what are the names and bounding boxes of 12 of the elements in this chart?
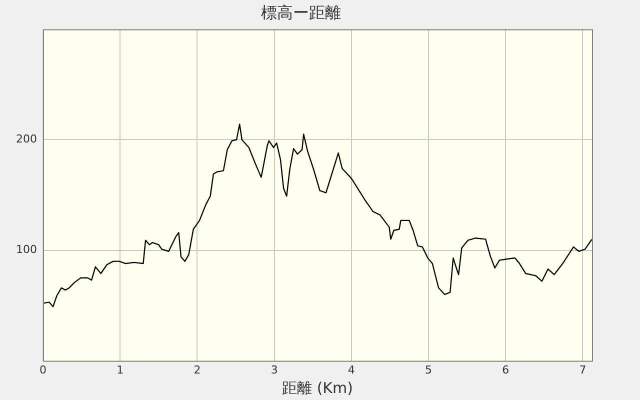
x-tick-label: 7 <box>579 363 586 376</box>
x-tick-label: 1 <box>116 363 124 376</box>
x-tick-label: 0 <box>39 363 46 376</box>
y-tick-label: 200 <box>16 132 37 146</box>
x-tick-label: 4 <box>348 363 355 376</box>
x-tick-label: 5 <box>425 363 432 376</box>
x-tick-label: 3 <box>270 363 278 376</box>
chart-title: 標高ー距離 <box>261 2 341 22</box>
x-tick-label: 2 <box>194 363 201 376</box>
x-axis-title: 距離 (Km) <box>282 378 353 397</box>
x-tick-label: 6 <box>502 363 510 376</box>
y-tick-label: 100 <box>16 243 37 256</box>
